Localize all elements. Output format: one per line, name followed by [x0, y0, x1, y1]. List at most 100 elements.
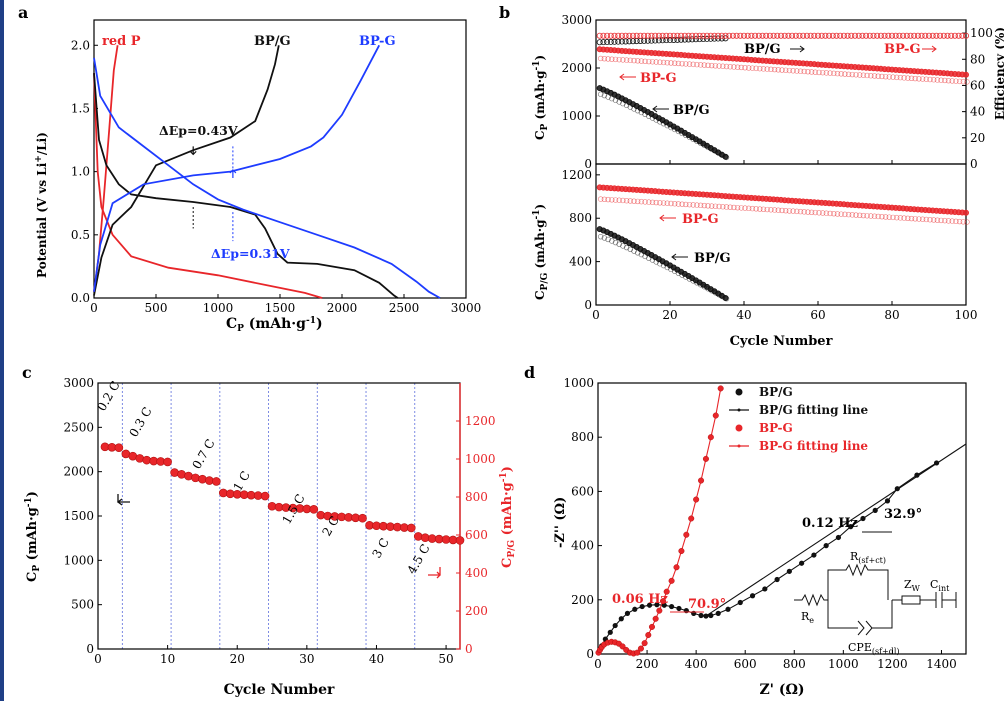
data-point [744, 32, 751, 39]
data-point [648, 32, 655, 39]
data-point [596, 32, 603, 39]
data-point-hollow [849, 212, 855, 218]
data-point [866, 32, 873, 39]
data-point-hollow [871, 73, 878, 79]
y-axis-title-top: CP (mAh·g-1) [532, 55, 550, 140]
data-point [835, 534, 842, 541]
x-tick-label: 1200 [877, 657, 908, 671]
series-line-BPG [93, 73, 399, 299]
data-point-hollow [901, 215, 907, 221]
data-point-hollow [757, 65, 763, 72]
label-bpg-black: BP/G [744, 42, 781, 57]
data-point [877, 32, 884, 39]
data-point-hollow [749, 205, 756, 212]
rate-label: 1 C [230, 469, 252, 494]
data-point [681, 36, 688, 43]
data-point-hollow [790, 208, 796, 214]
data-point-hollow [779, 207, 785, 214]
data-point-hollow [956, 218, 963, 225]
arrow-left [619, 73, 636, 81]
fitting-line-bpg [705, 443, 967, 617]
data-point-hollow [786, 208, 793, 214]
data-point [884, 498, 891, 504]
data-point-hollow [701, 62, 707, 68]
data-point-hollow [720, 204, 726, 210]
x-axis-title: Cycle Number [224, 682, 335, 698]
data-point-hollow [953, 78, 959, 84]
data-point-hollow [782, 207, 789, 214]
data-point-hollow [745, 65, 752, 71]
legend-marker [735, 388, 743, 396]
data-point-hollow [634, 250, 641, 256]
y-tick-label: 1000 [63, 553, 94, 567]
data-point-hollow [879, 73, 885, 80]
data-point [678, 548, 685, 555]
arrow-marker [189, 146, 197, 156]
data-point [644, 32, 651, 39]
data-point-hollow [842, 71, 848, 77]
data-point-hollow [623, 57, 630, 63]
x-tick-label: 100 [955, 308, 978, 322]
data-point [737, 599, 743, 606]
data-point-hollow [808, 209, 815, 215]
y-tick-label: 0.0 [71, 291, 90, 305]
data-point [807, 32, 814, 39]
data-point [707, 434, 714, 441]
data-point-hollow [945, 218, 952, 224]
series-label: BP-G [359, 34, 396, 49]
x-tick-label: 20 [230, 652, 245, 666]
plot-frame [595, 163, 967, 306]
data-point [689, 32, 696, 39]
x-axis-title: Z' (Ω) [759, 682, 804, 698]
x-tick-label: 2000 [327, 301, 358, 315]
annotation-angle-black: 32.9° [884, 507, 922, 522]
data-point-hollow [831, 210, 837, 217]
data-point [600, 32, 607, 39]
data-point-hollow [849, 71, 855, 78]
data-point-hollow [964, 219, 970, 225]
x-tick-label: 1500 [265, 301, 296, 315]
data-point-hollow [868, 73, 874, 79]
data-point-hollow [860, 72, 867, 78]
data-point-hollow [842, 211, 848, 218]
y-tick-label: 2500 [63, 420, 94, 434]
data-point [663, 37, 670, 44]
data-point [358, 513, 367, 523]
data-point [848, 524, 854, 530]
y-tick-label: 1000 [561, 109, 592, 123]
y-tick-label: 0 [586, 647, 594, 661]
y2-tick-label: 40 [970, 105, 985, 119]
data-point [674, 32, 681, 39]
data-point [676, 605, 682, 612]
data-point-hollow [919, 76, 926, 82]
data-point-hollow [668, 200, 674, 207]
data-point-hollow [886, 214, 892, 220]
data-point-hollow [694, 202, 700, 208]
data-point [607, 32, 614, 39]
data-point [659, 37, 666, 44]
rate-label: 0.7 C [189, 437, 217, 472]
x-tick-label: 800 [783, 657, 806, 671]
data-point-hollow [705, 203, 711, 209]
data-point-hollow [753, 206, 759, 212]
data-point [632, 606, 638, 612]
data-point [659, 32, 666, 39]
data-point-hollow [905, 215, 911, 222]
data-point [715, 32, 722, 39]
data-point-hollow [801, 68, 807, 75]
data-point-hollow [760, 66, 767, 72]
data-point [896, 32, 903, 39]
data-point-hollow [609, 238, 615, 244]
data-point-hollow [834, 70, 841, 77]
data-point-hollow [612, 239, 619, 246]
data-point-hollow [838, 211, 844, 217]
data-point [667, 32, 674, 39]
data-point [685, 36, 692, 43]
data-point-hollow [812, 69, 818, 75]
circuit-label-re: Re [801, 610, 814, 625]
data-point-hollow [612, 97, 619, 103]
data-point [823, 543, 829, 549]
data-point-hollow [623, 244, 630, 251]
data-point-hollow [646, 199, 652, 205]
data-point-hollow [794, 208, 800, 215]
